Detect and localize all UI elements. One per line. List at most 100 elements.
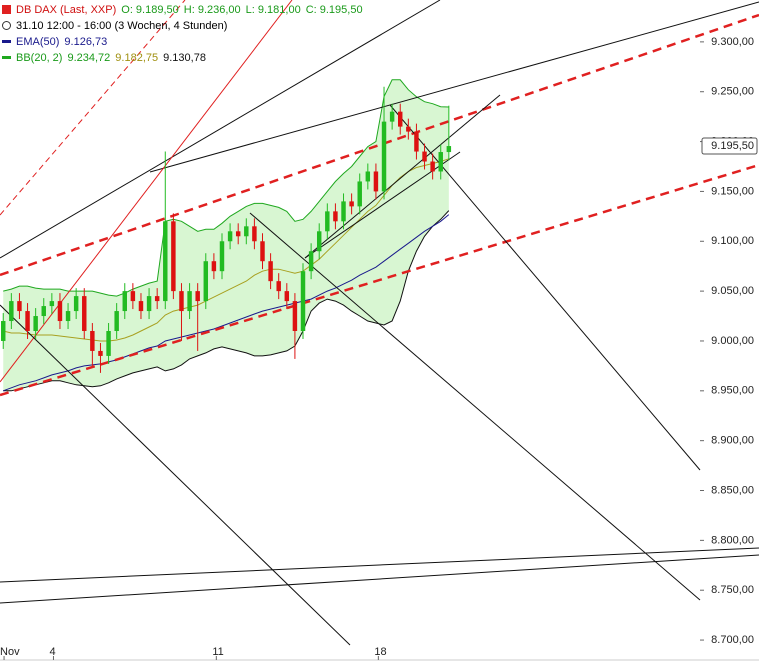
y-tick-label: 8.900,00 bbox=[711, 435, 754, 447]
candle-body bbox=[154, 296, 160, 302]
last-price-tag bbox=[701, 137, 758, 155]
candle-body bbox=[349, 201, 354, 207]
candle-body bbox=[98, 350, 103, 356]
y-tick-label: 8.950,00 bbox=[711, 385, 754, 397]
candle-body bbox=[33, 316, 38, 331]
x-tick-label: 4 bbox=[49, 646, 55, 658]
ema-line bbox=[3, 214, 450, 392]
candle-body bbox=[49, 301, 55, 307]
candle-body bbox=[138, 301, 144, 312]
candle-body bbox=[406, 126, 411, 132]
y-tick-label: 8.750,00 bbox=[711, 584, 754, 596]
candle-body bbox=[73, 296, 79, 312]
candle-body bbox=[308, 251, 314, 272]
trend-line bbox=[0, 554, 759, 604]
candle-body bbox=[422, 151, 427, 162]
candle-body bbox=[268, 261, 273, 282]
y-tick-label: 9.150,00 bbox=[711, 185, 754, 197]
candle-body bbox=[365, 171, 371, 182]
period: 31.10 12:00 - 16:00 (3 Wochen, 4 Stunden… bbox=[16, 20, 228, 32]
candle-body bbox=[114, 311, 119, 331]
candle-body bbox=[227, 231, 233, 242]
candle-body bbox=[381, 121, 387, 192]
trend-line bbox=[304, 94, 501, 259]
ema-value: 9.126,73 bbox=[64, 36, 108, 48]
candle-body bbox=[90, 330, 95, 351]
legend: DB DAX (Last, XXP) O: 9.189,50 H: 9.236,00… bbox=[2, 2, 368, 66]
candle-body bbox=[414, 131, 419, 152]
trend-line bbox=[0, 0, 293, 383]
icon bbox=[2, 5, 11, 14]
candle-body bbox=[203, 261, 209, 302]
y-tick-label: 8.850,00 bbox=[711, 484, 754, 496]
candle-body bbox=[146, 296, 152, 312]
candle-body bbox=[446, 146, 452, 153]
candle-body bbox=[300, 271, 306, 331]
candle-body bbox=[325, 211, 330, 232]
instrument: DB DAX (Last, XXP) bbox=[16, 4, 117, 16]
candle-body bbox=[179, 291, 184, 312]
candle-body bbox=[333, 211, 338, 222]
candle-body bbox=[57, 301, 63, 322]
candle-body bbox=[187, 291, 192, 312]
ohlc: H: 9.236,00 bbox=[183, 4, 241, 16]
candle-body bbox=[171, 221, 176, 292]
y-tick-label: 9.000,00 bbox=[711, 335, 754, 347]
legend-row: BB(20, 2) 9.234,72 9.182,75 9.130,78 bbox=[2, 50, 368, 66]
y-tick-label: 8.800,00 bbox=[711, 534, 754, 546]
x-tick-label: Nov bbox=[0, 646, 20, 658]
bb-lower-line bbox=[3, 210, 450, 392]
ema-name: EMA(50) bbox=[16, 36, 60, 48]
legend-row: DB DAX (Last, XXP) O: 9.189,50 H: 9.236,00… bbox=[2, 2, 368, 18]
candle-body bbox=[398, 111, 403, 127]
y-tick-label: 9.300,00 bbox=[711, 36, 754, 48]
ohlc: L: 9.181,00 bbox=[245, 4, 301, 16]
y-tick-label: 9.250,00 bbox=[711, 86, 754, 98]
bb-middle-line bbox=[3, 158, 449, 342]
candle-body bbox=[373, 171, 379, 192]
x-tick-label: 18 bbox=[374, 646, 386, 658]
y-tick-label: 8.700,00 bbox=[711, 634, 754, 646]
trend-line bbox=[249, 212, 701, 601]
legend-row: EMA(50) 9.126,73 bbox=[2, 34, 368, 50]
trend-line bbox=[0, 13, 759, 277]
candle-body bbox=[389, 111, 395, 122]
price-axis-bg bbox=[700, 0, 759, 666]
candle-body bbox=[25, 311, 30, 331]
clock-icon bbox=[2, 21, 11, 30]
ohlc: C: 9.195,50 bbox=[305, 4, 363, 16]
bb-upper: 9.234,72 bbox=[67, 52, 111, 64]
candle-body bbox=[284, 291, 290, 302]
y-tick-label: 9.100,00 bbox=[711, 235, 754, 247]
bb-upper-line bbox=[3, 79, 449, 297]
candle-body bbox=[65, 311, 71, 322]
icon bbox=[2, 40, 11, 43]
legend-row: 31.10 12:00 - 16:00 (3 Wochen, 4 Stunden… bbox=[2, 18, 368, 34]
candle-body bbox=[235, 231, 241, 237]
trend-line bbox=[0, 0, 441, 259]
bb-middle: 9.182,75 bbox=[115, 52, 159, 64]
candle-body bbox=[163, 221, 168, 302]
candle-body bbox=[244, 226, 249, 237]
candle-body bbox=[357, 181, 362, 207]
candle-body bbox=[41, 306, 46, 317]
candle-body bbox=[9, 301, 14, 322]
candle-body bbox=[195, 291, 200, 302]
candle-body bbox=[438, 152, 443, 172]
candle-body bbox=[252, 226, 257, 242]
candle-body bbox=[260, 241, 265, 262]
y-tick-label: 9.050,00 bbox=[711, 285, 754, 297]
icon bbox=[2, 56, 11, 59]
last-price-label: 9.195,50 bbox=[711, 140, 754, 152]
candle-body bbox=[17, 301, 22, 312]
trend-line bbox=[0, 547, 759, 583]
x-tick-label: 11 bbox=[212, 646, 223, 658]
bb-lower: 9.130,78 bbox=[163, 52, 206, 64]
candle-body bbox=[276, 281, 281, 292]
candle-body bbox=[430, 161, 435, 172]
trend-line bbox=[0, 304, 351, 646]
candle-body bbox=[82, 296, 87, 331]
trend-line bbox=[0, 0, 186, 216]
